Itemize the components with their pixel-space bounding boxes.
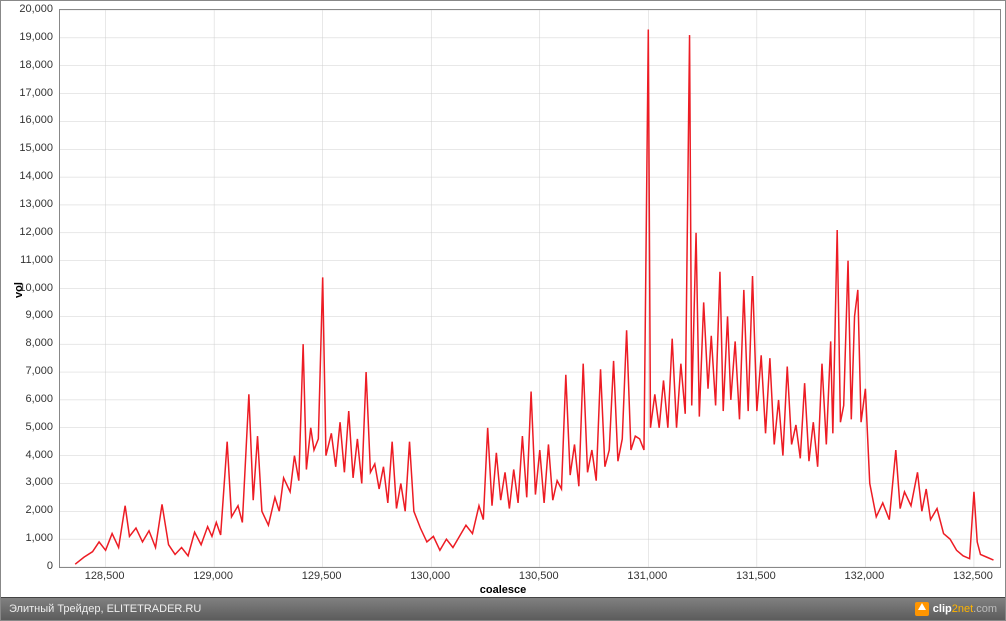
y-tick-label: 13,000: [1, 198, 53, 210]
y-tick-label: 1,000: [1, 532, 53, 544]
y-tick-label: 2,000: [1, 504, 53, 516]
clip2net-text: clip2net.com: [933, 598, 997, 621]
y-tick-label: 15,000: [1, 142, 53, 154]
x-tick-label: 130,500: [519, 570, 559, 582]
y-tick-label: 8,000: [1, 337, 53, 349]
y-tick-label: 4,000: [1, 449, 53, 461]
x-tick-label: 128,500: [85, 570, 125, 582]
y-tick-label: 3,000: [1, 476, 53, 488]
y-tick-label: 5,000: [1, 421, 53, 433]
y-tick-label: 0: [1, 560, 53, 572]
footer-bar: Элитный Трейдер, ELITETRADER.RU clip2net…: [1, 597, 1005, 620]
x-tick-label: 131,500: [736, 570, 776, 582]
y-tick-label: 17,000: [1, 87, 53, 99]
y-axis-title: vol: [13, 282, 25, 298]
y-tick-label: 6,000: [1, 393, 53, 405]
y-tick-label: 16,000: [1, 114, 53, 126]
x-tick-label: 130,000: [410, 570, 450, 582]
x-tick-label: 129,500: [302, 570, 342, 582]
x-tick-label: 131,000: [627, 570, 667, 582]
chart-frame: 0 1,000 2,000 3,000 4,000 5,000 6,000 7,000 8,00…: [0, 0, 1006, 621]
footer-brand: clip2net.com: [915, 598, 997, 621]
chart-svg: [60, 10, 1000, 567]
clip2net-icon: [915, 602, 929, 616]
y-tick-label: 14,000: [1, 170, 53, 182]
y-tick-label: 9,000: [1, 309, 53, 321]
y-tick-label: 7,000: [1, 365, 53, 377]
y-tick-label: 11,000: [1, 254, 53, 266]
y-tick-label: 10,000: [1, 282, 53, 294]
x-tick-label: 129,000: [193, 570, 233, 582]
plot-area: [59, 9, 1001, 568]
x-axis-title: coalesce: [1, 584, 1005, 596]
footer-attribution: Элитный Трейдер, ELITETRADER.RU: [9, 598, 201, 621]
y-tick-label: 12,000: [1, 226, 53, 238]
y-tick-label: 20,000: [1, 3, 53, 15]
y-tick-label: 19,000: [1, 31, 53, 43]
x-tick-label: 132,500: [953, 570, 993, 582]
y-tick-label: 18,000: [1, 59, 53, 71]
x-tick-label: 132,000: [845, 570, 885, 582]
